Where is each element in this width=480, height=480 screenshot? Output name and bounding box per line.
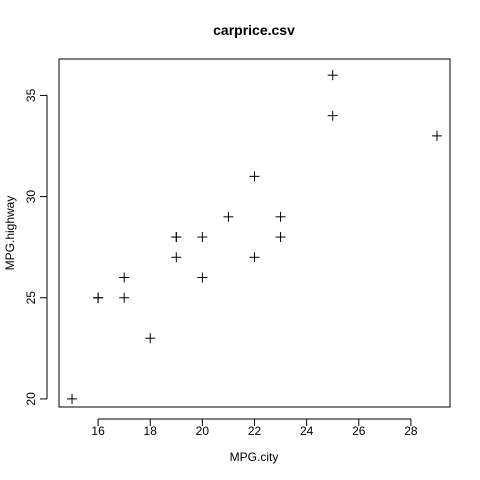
data-point xyxy=(327,110,338,121)
data-point xyxy=(275,232,286,243)
data-point xyxy=(275,211,286,222)
y-tick-label: 20 xyxy=(24,392,38,406)
y-tick-label: 25 xyxy=(24,291,38,305)
x-tick-label: 18 xyxy=(144,424,158,438)
y-axis: 20 25 30 35 xyxy=(24,88,48,406)
x-tick-label: 24 xyxy=(300,424,314,438)
data-point xyxy=(171,232,182,243)
x-tick-label: 28 xyxy=(404,424,418,438)
data-point xyxy=(197,272,208,283)
x-tick-label: 22 xyxy=(248,424,262,438)
data-point xyxy=(431,130,442,141)
data-point xyxy=(119,272,130,283)
data-point xyxy=(145,333,156,344)
data-point xyxy=(223,211,234,222)
data-point xyxy=(119,292,130,303)
chart-title: carprice.csv xyxy=(213,22,295,38)
data-point xyxy=(171,252,182,263)
data-point xyxy=(249,252,260,263)
data-point xyxy=(327,70,338,81)
data-point xyxy=(93,292,104,303)
x-axis-label: MPG.city xyxy=(230,450,279,464)
y-tick-label: 30 xyxy=(24,190,38,204)
x-tick-label: 20 xyxy=(196,424,210,438)
data-point xyxy=(67,393,78,404)
y-tick-label: 35 xyxy=(24,88,38,102)
plot-area-border xyxy=(58,58,451,408)
data-point xyxy=(197,232,208,243)
data-points xyxy=(67,70,442,404)
x-tick-label: 26 xyxy=(352,424,366,438)
y-axis-label: MPG.highway xyxy=(3,196,17,271)
x-axis: 16 18 20 22 24 26 28 xyxy=(91,418,418,438)
x-tick-label: 16 xyxy=(91,424,105,438)
data-point xyxy=(249,171,260,182)
